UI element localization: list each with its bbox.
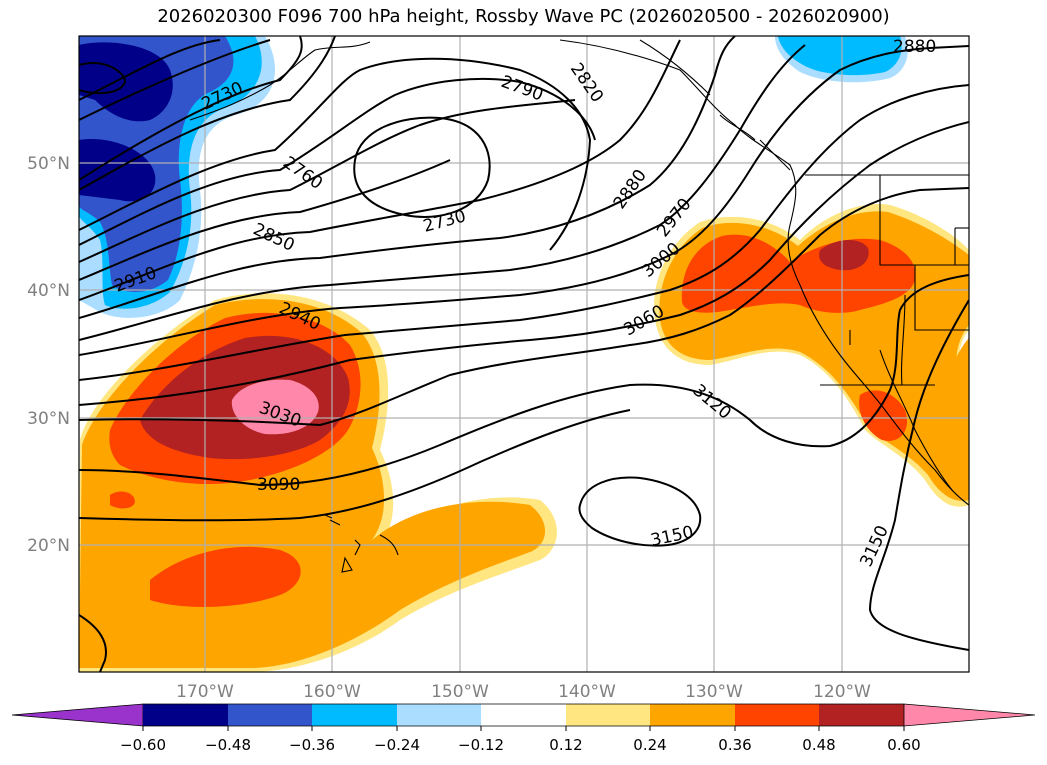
lon-label: 150°W bbox=[431, 682, 489, 702]
lat-label: 30°N bbox=[27, 409, 70, 429]
map-frame bbox=[78, 35, 970, 673]
lat-lon-grid bbox=[79, 36, 969, 672]
contour-label: 3090 bbox=[257, 475, 300, 495]
colorbar-extend-min bbox=[11, 703, 144, 727]
colorbar-segment bbox=[650, 704, 735, 726]
colorbar-tick-label: 0.60 bbox=[887, 736, 920, 754]
colorbar-tick-label: 0.24 bbox=[633, 736, 666, 754]
lat-label: 40°N bbox=[27, 281, 70, 301]
colorbar-tick-label: −0.24 bbox=[374, 736, 420, 754]
colorbar-tick-label: −0.60 bbox=[120, 736, 166, 754]
lon-label: 140°W bbox=[558, 682, 616, 702]
lon-label: 120°W bbox=[813, 682, 871, 702]
lon-label: 130°W bbox=[685, 682, 743, 702]
lon-label: 170°W bbox=[176, 682, 234, 702]
colorbar-segment bbox=[397, 704, 481, 726]
colorbar-tick-label: 0.12 bbox=[549, 736, 582, 754]
colorbar-segment bbox=[481, 704, 566, 726]
positive-anomaly-shading bbox=[79, 293, 557, 672]
colorbar-tick-label: 0.48 bbox=[802, 736, 835, 754]
lat-label: 50°N bbox=[27, 154, 70, 174]
colorbar-segment bbox=[312, 704, 397, 726]
colorbar-segment bbox=[143, 704, 228, 726]
colorbar-segment bbox=[819, 704, 904, 726]
colorbar: −0.60 −0.48 −0.36 −0.24 −0.12 0.12 0.24 … bbox=[11, 703, 1036, 754]
colorbar-tick-label: −0.36 bbox=[289, 736, 335, 754]
colorbar-segment bbox=[566, 704, 650, 726]
positive-anomaly-shading-east bbox=[654, 204, 969, 507]
map-title: 2026020300 F096 700 hPa height, Rossby W… bbox=[157, 6, 890, 27]
height-contours bbox=[79, 36, 969, 672]
latitude-labels: 50°N 40°N 30°N 20°N bbox=[27, 154, 70, 556]
colorbar-tick-label: −0.48 bbox=[205, 736, 251, 754]
contour-label: 2880 bbox=[893, 37, 936, 57]
longitude-labels: 170°W 160°W 150°W 140°W 130°W 120°W bbox=[176, 682, 871, 702]
colorbar-tick-label: 0.36 bbox=[718, 736, 751, 754]
map-plot-area: 2730 2790 2820 2880 2760 2730 2880 2850 … bbox=[79, 36, 969, 672]
colorbar-segment bbox=[228, 704, 312, 726]
lon-label: 160°W bbox=[303, 682, 361, 702]
colorbar-extend-max bbox=[903, 703, 1036, 727]
colorbar-segment bbox=[735, 704, 819, 726]
lat-label: 20°N bbox=[27, 536, 70, 556]
colorbar-tick-label: −0.12 bbox=[458, 736, 504, 754]
